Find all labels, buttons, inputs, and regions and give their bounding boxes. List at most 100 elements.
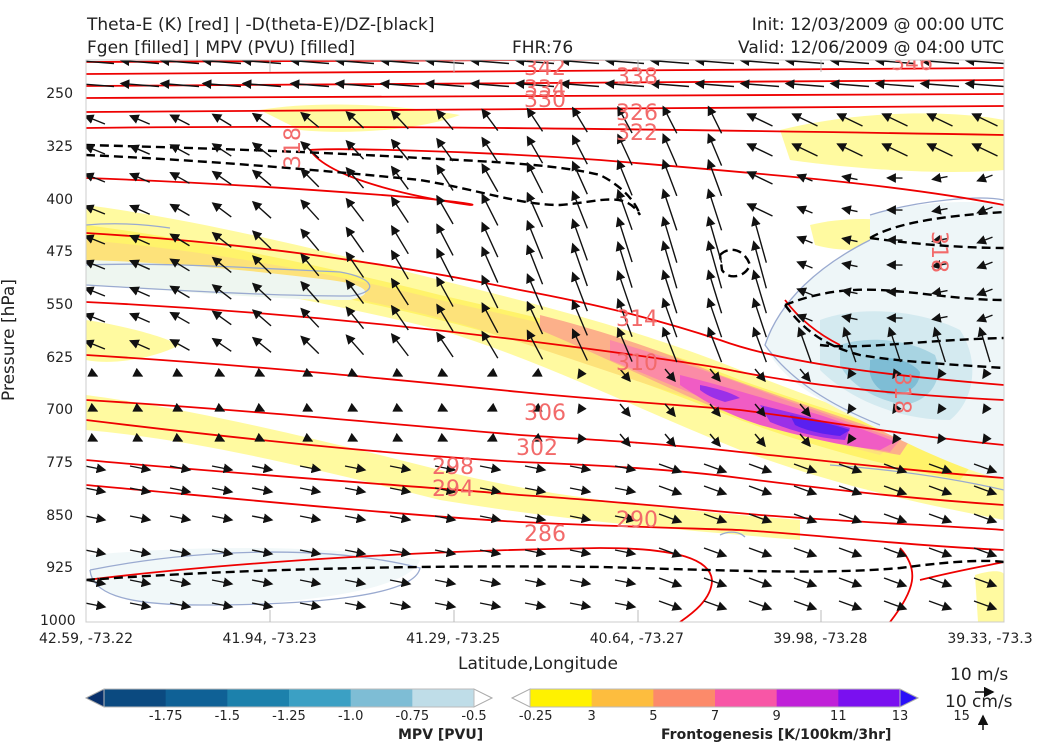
wind-vector xyxy=(392,402,404,412)
title-line1: Theta-E (K) [red] | -D(theta-E)/DZ-[blac… xyxy=(87,15,435,35)
wind-vector xyxy=(614,547,637,558)
wind-vector xyxy=(661,269,678,314)
wind-vector xyxy=(976,287,993,297)
wind-vector xyxy=(169,547,192,558)
colorbar-bin xyxy=(412,689,475,707)
wind-vector xyxy=(300,335,320,355)
wind-vector xyxy=(86,286,106,297)
wind-vector xyxy=(129,144,150,155)
wind-vector xyxy=(976,313,993,323)
wind-vector xyxy=(658,463,683,474)
x-tick-label: 41.29, -73.25 xyxy=(406,631,501,647)
wind-vector xyxy=(344,485,367,496)
wind-vector xyxy=(390,333,409,357)
wind-vector xyxy=(345,226,365,253)
theta-e-label: 318 xyxy=(889,372,914,414)
wind-vector xyxy=(132,367,144,377)
wind-vector xyxy=(847,368,857,380)
wind-vector xyxy=(883,600,908,611)
wind-vector xyxy=(926,113,953,127)
wind-vector xyxy=(838,513,863,524)
x-axis-label: Latitude,Longitude xyxy=(458,654,618,674)
colorbar-bin xyxy=(350,689,413,707)
wind-vector xyxy=(973,485,998,496)
wind-vector xyxy=(390,304,409,331)
wind-vector xyxy=(619,403,631,418)
wind-vector xyxy=(928,600,953,611)
colorbar-bin xyxy=(776,689,839,707)
wind-vector xyxy=(251,200,272,219)
wind-vector xyxy=(436,303,454,332)
wind-vector xyxy=(571,299,588,336)
wind-vector xyxy=(211,577,234,588)
wind-vector xyxy=(658,485,683,496)
wind-vector xyxy=(784,60,825,67)
wind-vector xyxy=(169,311,190,325)
wind-vector xyxy=(169,285,190,299)
wind-vector xyxy=(241,79,282,90)
wind-vector xyxy=(345,139,365,160)
wind-vector xyxy=(928,463,953,474)
wind-vector xyxy=(661,188,678,231)
wind-vector xyxy=(437,367,449,377)
wind-vector xyxy=(254,367,266,377)
y-tick-label: 325 xyxy=(46,138,73,155)
wind-vector xyxy=(982,368,992,380)
y-tick-label: 850 xyxy=(46,507,73,524)
wind-vector xyxy=(169,339,190,351)
wind-vector xyxy=(481,108,499,131)
wind-vector xyxy=(211,310,232,326)
wind-vector xyxy=(129,547,152,558)
wind-vector xyxy=(436,331,454,358)
wind-vector xyxy=(211,170,232,186)
wind-vector xyxy=(791,143,818,157)
wind-vector xyxy=(883,463,908,474)
wind-vector xyxy=(881,143,908,157)
x-tick-label: 40.64, -73.27 xyxy=(589,631,684,647)
wind-vector xyxy=(169,114,190,126)
wind-vector xyxy=(531,402,543,412)
wind-vector xyxy=(345,334,365,356)
wind-vector xyxy=(977,326,991,363)
colorbar-tick-label: 3 xyxy=(587,709,596,724)
wind-vector xyxy=(524,600,547,611)
colorbar-tick-label: -1.25 xyxy=(272,709,306,724)
wind-vector xyxy=(571,106,588,133)
theta-e-label: 346 xyxy=(891,51,933,76)
wind-vector xyxy=(481,330,499,359)
wind-vector xyxy=(479,577,502,588)
wind-vector xyxy=(254,432,266,442)
ref-vector-vertical-label: 10 cm/s xyxy=(945,692,1013,712)
wind-vector xyxy=(615,216,633,263)
wind-vector xyxy=(129,286,150,297)
colorbar-extend-high xyxy=(899,688,920,708)
wind-vector xyxy=(251,336,272,353)
wind-vector xyxy=(86,463,107,474)
wind-vector xyxy=(664,403,676,418)
wind-vector xyxy=(436,137,454,162)
wind-vector xyxy=(211,113,232,127)
wind-vector xyxy=(892,368,902,380)
wind-vector xyxy=(390,110,409,130)
wind-vector xyxy=(660,240,678,289)
wind-vector xyxy=(299,600,322,611)
wind-vector xyxy=(334,79,375,90)
wind-vector xyxy=(469,60,510,67)
wind-vector xyxy=(614,600,637,611)
wind-vector xyxy=(664,433,676,448)
x-tick-label: 39.98, -73.28 xyxy=(773,631,868,647)
colorbar-bin xyxy=(165,689,228,707)
wind-vector xyxy=(251,282,272,301)
wind-vector xyxy=(211,513,234,524)
wind-vector xyxy=(86,234,106,245)
wind-vector xyxy=(524,513,547,524)
wind-vector xyxy=(569,577,592,588)
wind-vector xyxy=(434,547,457,558)
wind-vector xyxy=(159,60,200,67)
wind-vector xyxy=(87,402,99,412)
wind-vector xyxy=(169,463,192,474)
wind-vector xyxy=(748,577,773,588)
wind-vector xyxy=(481,246,499,283)
wind-vector xyxy=(390,138,409,161)
wind-vector xyxy=(662,105,678,134)
